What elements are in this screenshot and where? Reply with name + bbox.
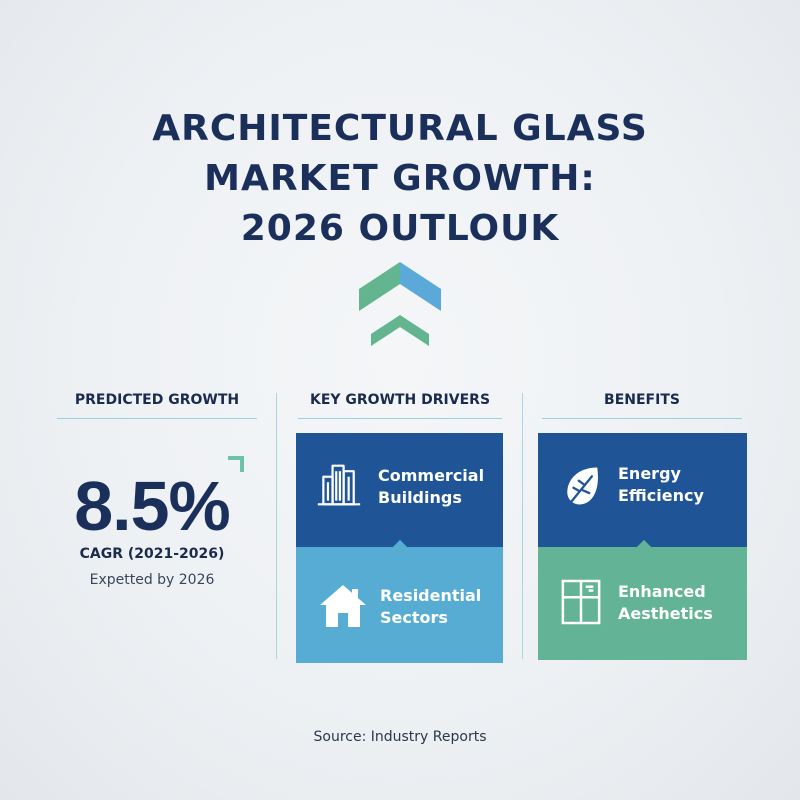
trend-up-arrow-icon [228, 456, 244, 472]
page-title: ARCHITECTURAL GLASS MARKET GROWTH: 2026 … [0, 104, 800, 254]
benefit-card-energy: Energy Efficiency [538, 433, 747, 547]
driver-commercial-line-1: Commercial [378, 466, 485, 485]
benefit-aesthetics-line-2: Aesthetics [618, 604, 713, 623]
leaf-icon [567, 467, 598, 506]
column-divider-left [276, 393, 277, 659]
predicted-growth-heading: PREDICTED GROWTH [74, 392, 240, 408]
predicted-growth-underline [57, 418, 257, 419]
expected-note: Expetted by 2026 [89, 572, 215, 588]
benefits-heading: BENEFITS [604, 392, 680, 408]
benefit-label-energy: Energy Efficiency [618, 463, 704, 507]
source-note: Source: Industry Reports [313, 729, 487, 745]
driver-label-commercial: Commercial Buildings [378, 465, 484, 509]
driver-residential-line-2: Sectors [380, 608, 448, 627]
key-growth-drivers-heading: KEY GROWTH DRIVERS [309, 392, 491, 408]
title-line-3: 2026 OUTLOUK [240, 208, 560, 249]
benefit-energy-line-2: Efficiency [618, 486, 704, 505]
driver-card-residential: Residential Sectors [296, 547, 503, 663]
buildings-icon [317, 464, 361, 506]
benefits-underline [542, 418, 742, 419]
benefit-card-aesthetics: Enhanced Aesthetics [538, 547, 747, 660]
benefit-label-aesthetics: Enhanced Aesthetics [618, 581, 713, 625]
benefit-aesthetics-line-1: Enhanced [618, 582, 706, 601]
driver-commercial-line-2: Buildings [378, 488, 462, 507]
growth-percentage: 8.5% [74, 467, 231, 545]
window-icon [561, 579, 601, 625]
column-divider-right [522, 393, 523, 659]
driver-label-residential: Residential Sectors [380, 585, 481, 629]
house-icon [320, 585, 366, 627]
benefit-energy-line-1: Energy [618, 464, 681, 483]
chevron-up-icon [359, 262, 441, 346]
driver-residential-line-1: Residential [380, 586, 482, 605]
cagr-label: CAGR (2021-2026) [79, 546, 225, 562]
title-line-2: MARKET GROWTH: [204, 158, 596, 199]
key-growth-drivers-underline [298, 418, 502, 419]
title-line-1: ARCHITECTURAL GLASS [152, 108, 648, 149]
driver-card-commercial: Commercial Buildings [296, 433, 503, 547]
